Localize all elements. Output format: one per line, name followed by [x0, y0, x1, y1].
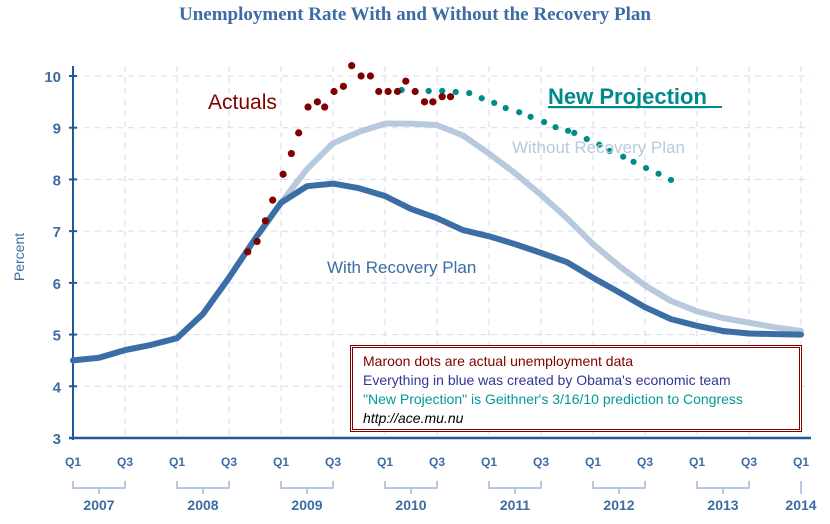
x-tick-label: Q1 [481, 455, 497, 469]
x-tick-label: Q1 [273, 455, 289, 469]
year-label: 2007 [83, 497, 114, 513]
x-tick-label: Q1 [169, 455, 185, 469]
x-tick-label: Q3 [637, 455, 653, 469]
data-point-actuals [446, 93, 455, 101]
legend-line-url: http://ace.mu.nu [363, 410, 464, 426]
data-point-actuals [253, 237, 261, 246]
annotation-without-recovery-plan: Without Recovery Plan [512, 138, 685, 157]
data-point-actuals [304, 103, 312, 111]
annotation-actuals: Actuals [208, 91, 277, 114]
data-point-actuals [295, 129, 303, 137]
data-point-new-projection [583, 135, 590, 143]
data-point-actuals [384, 87, 392, 96]
data-point-new-projection [564, 127, 572, 134]
data-point-new-projection [466, 89, 473, 97]
year-bracket [384, 481, 438, 494]
x-tick-label: Q3 [325, 455, 341, 469]
data-point-new-projection [502, 104, 509, 112]
year-bracket [488, 481, 542, 494]
year-label: 2013 [707, 497, 738, 513]
data-point-new-projection [452, 88, 459, 96]
data-point-new-projection [541, 118, 548, 126]
year-label: 2009 [291, 497, 322, 513]
x-tick-label: Q3 [221, 455, 237, 469]
y-tick-label: 6 [53, 276, 61, 293]
y-tick-label: 10 [44, 69, 61, 86]
data-point-new-projection [571, 129, 578, 136]
data-point-actuals [420, 98, 429, 106]
data-point-actuals [339, 82, 347, 90]
data-point-actuals [269, 196, 277, 204]
data-point-new-projection [630, 158, 637, 165]
year-bracket [72, 481, 126, 494]
data-point-actuals [438, 93, 446, 101]
y-tick-label: 8 [53, 172, 61, 189]
year-bracket [592, 481, 646, 494]
x-tick-label: Q3 [429, 455, 445, 469]
data-point-new-projection [667, 176, 675, 184]
data-point-new-projection [620, 153, 627, 160]
data-point-new-projection [552, 124, 559, 131]
series-line-with-recovery-plan [70, 180, 804, 364]
year-bracket [280, 481, 334, 494]
x-tick-label: Q3 [533, 455, 549, 469]
data-point-actuals [402, 77, 410, 85]
y-axis-label: Percent [11, 233, 27, 281]
legend-box: Maroon dots are actual unemployment data… [350, 345, 802, 432]
data-point-actuals [261, 217, 269, 225]
data-point-actuals [411, 87, 419, 96]
data-point-actuals [366, 72, 375, 80]
year-label: 2012 [603, 497, 634, 513]
y-tick-label: 9 [53, 121, 61, 138]
data-point-new-projection [606, 147, 613, 155]
y-tick-label: 5 [53, 328, 61, 345]
data-point-new-projection [527, 113, 534, 120]
x-tick-label: Q1 [377, 455, 393, 469]
data-point-actuals [279, 170, 287, 178]
data-point-actuals [321, 103, 329, 111]
data-point-new-projection [439, 87, 446, 95]
data-point-actuals [313, 98, 321, 106]
data-point-actuals [244, 248, 252, 256]
x-tick-label: Q1 [65, 455, 81, 469]
year-label: 2014 [785, 497, 816, 513]
data-point-actuals [393, 87, 402, 96]
data-point-actuals [429, 98, 437, 106]
x-tick-label: Q3 [117, 455, 133, 469]
legend-line-actuals: Maroon dots are actual unemployment data [363, 353, 634, 369]
x-tick-label: Q1 [585, 455, 601, 469]
chart-title: Unemployment Rate With and Without the R… [178, 4, 651, 25]
legend-line-blue: Everything in blue was created by Obama'… [363, 372, 731, 388]
y-tick-label: 4 [53, 379, 62, 396]
data-point-new-projection [655, 170, 662, 177]
data-point-actuals [287, 149, 295, 158]
y-tick-label: 3 [53, 431, 61, 448]
annotation-with-recovery-plan: With Recovery Plan [327, 258, 476, 277]
data-point-actuals [357, 72, 365, 80]
data-point-new-projection [425, 87, 432, 95]
x-tick-label: Q1 [793, 455, 809, 469]
data-point-actuals [375, 87, 383, 96]
data-point-new-projection [596, 141, 603, 148]
x-tick-label: Q3 [741, 455, 757, 469]
year-bracket [176, 481, 230, 494]
x-tick-label: Q1 [689, 455, 705, 469]
legend-line-projection: "New Projection" is Geithner's 3/16/10 p… [363, 391, 743, 407]
y-tick-label: 7 [53, 224, 61, 241]
data-point-new-projection [642, 164, 650, 172]
data-point-new-projection [478, 95, 485, 102]
data-point-actuals [348, 62, 356, 70]
data-point-new-projection [491, 99, 498, 106]
year-label: 2010 [395, 497, 426, 513]
year-bracket [696, 481, 750, 494]
annotation-new-projection: New Projection [548, 84, 707, 109]
year-label: 2008 [187, 497, 218, 513]
year-label: 2011 [500, 497, 531, 513]
data-point-new-projection [516, 109, 523, 116]
data-point-actuals [330, 87, 338, 96]
